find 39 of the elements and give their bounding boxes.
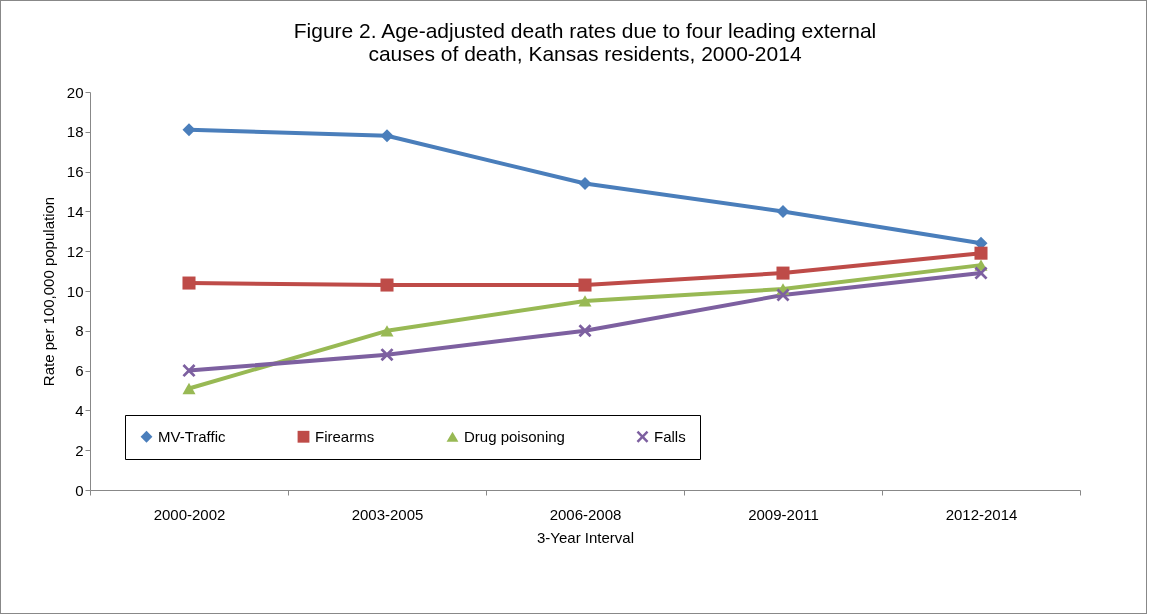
point: [182, 276, 196, 290]
chart-title: Figure 2. Age-adjusted death rates due to four leading external causes of death, Kansas residents, 2000-2014: [293, 19, 877, 65]
point: [578, 177, 592, 191]
y-tick-label: 18: [66, 123, 84, 141]
point: [776, 266, 790, 280]
x-tick-label: 2009-2011: [748, 505, 819, 523]
point: [380, 278, 394, 292]
x-tick-label: 2003-2005: [351, 505, 424, 523]
y-tick-label: 6: [75, 362, 84, 380]
point: [182, 123, 196, 137]
x-axis-title: 3-Year Interval: [536, 528, 635, 546]
point: [380, 325, 394, 337]
point: [380, 129, 394, 143]
point: [578, 324, 592, 338]
point: [578, 278, 592, 292]
point: [182, 382, 196, 395]
y-tick-label: 12: [66, 242, 84, 260]
y-axis-title: Rate per 100,000 population: [39, 196, 57, 387]
y-tick-label: 10: [66, 282, 84, 300]
x-tick-label: 2006-2008: [549, 505, 622, 523]
legend-label: Firearms: [315, 427, 375, 445]
y-tick-label: 16: [66, 163, 84, 181]
y-tick-label: 0: [75, 481, 84, 499]
y-tick-label: 2: [75, 441, 84, 459]
x-tick-label: 2012-2014: [945, 505, 1018, 523]
y-tick-label: 4: [75, 401, 84, 419]
legend-label: MV-Traffic: [158, 427, 227, 445]
y-tick-label: 8: [75, 322, 84, 340]
point: [974, 246, 988, 260]
point: [380, 348, 394, 362]
point: [578, 295, 592, 307]
x-tick-label: 2000-2002: [153, 505, 226, 523]
y-tick-label: 14: [66, 202, 84, 220]
point: [776, 204, 790, 218]
point: [974, 266, 988, 280]
legend-label: Drug poisoning: [464, 427, 565, 445]
legend-label: Falls: [654, 427, 686, 445]
y-tick-label: 20: [66, 83, 84, 101]
point: [182, 364, 196, 378]
